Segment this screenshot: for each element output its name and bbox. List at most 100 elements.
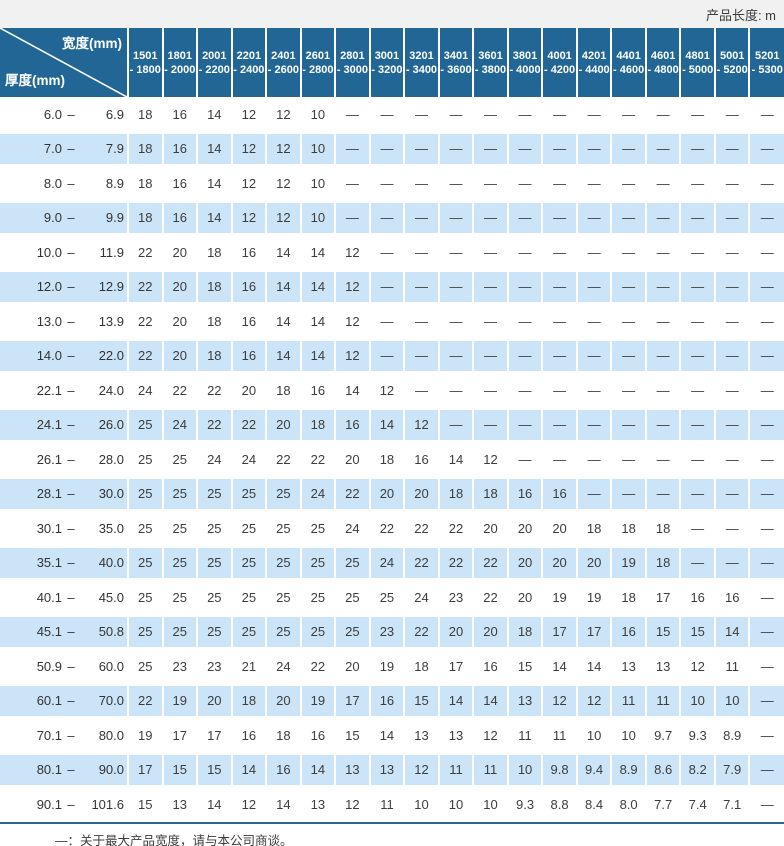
- length-cell: 10: [300, 200, 336, 235]
- length-cell: 10: [714, 683, 750, 718]
- length-cell: 18: [611, 511, 646, 546]
- length-cell: 23: [162, 649, 198, 684]
- thickness-range-label: 80.1–90.0: [0, 752, 128, 787]
- length-cell: 14: [266, 235, 301, 270]
- length-cell: 12: [266, 97, 301, 132]
- length-cell: 21: [231, 649, 267, 684]
- size-table: 宽度(mm) 厚度(mm) 1501- 1800 1801- 2000 2001- …: [0, 28, 784, 822]
- length-cell: 9.8: [542, 752, 577, 787]
- length-cell-dash: —: [611, 97, 646, 132]
- length-cell: 20: [266, 683, 301, 718]
- table-row: 13.0–13.9 22 20 18 16 14 14 12— — — — — — — — — — — —: [0, 304, 784, 339]
- length-cell: 16: [231, 304, 267, 339]
- length-cell-dash: —: [473, 407, 508, 442]
- length-cell-dash: —: [714, 269, 750, 304]
- length-cell: 25: [266, 511, 301, 546]
- thickness-range-label: 22.1–24.0: [0, 373, 128, 408]
- length-cell: 10: [473, 787, 508, 822]
- length-cell-dash: —: [369, 235, 405, 270]
- length-cell: 18: [128, 131, 163, 166]
- length-cell-dash: —: [645, 235, 681, 270]
- length-cell-dash: —: [749, 131, 784, 166]
- length-cell: 20: [369, 476, 405, 511]
- length-cell-dash: —: [335, 166, 370, 201]
- thickness-range-label: 9.0–9.9: [0, 200, 128, 235]
- length-cell-dash: —: [611, 166, 646, 201]
- length-cell: 16: [162, 97, 198, 132]
- length-cell: 20: [335, 649, 370, 684]
- length-cell: 12: [335, 787, 370, 822]
- dash-footnote: —：关于最大产品宽度，请与本公司商谈。: [55, 834, 293, 846]
- length-cell: 11: [611, 683, 646, 718]
- length-cell: 18: [507, 614, 543, 649]
- length-cell: 13: [611, 649, 646, 684]
- length-cell: 20: [231, 373, 267, 408]
- length-cell: 14: [300, 338, 336, 373]
- length-cell: 16: [300, 373, 336, 408]
- length-cell: 8.2: [680, 752, 715, 787]
- thickness-range-label: 24.1–26.0: [0, 407, 128, 442]
- length-cell: 10: [680, 683, 715, 718]
- table-row: 80.1–90.0 17 15 15 14 16 14 13 13 12 11 11 10 9.8 9.4 8…: [0, 752, 784, 787]
- length-cell-dash: —: [473, 269, 508, 304]
- length-cell: 12: [231, 787, 267, 822]
- length-cell: 11: [542, 718, 577, 753]
- table-row: 22.1–24.0 24 22 22 20 18 16 14 12— — — — — — — — — — —: [0, 373, 784, 408]
- length-cell: 25: [266, 476, 301, 511]
- length-cell: 22: [335, 476, 370, 511]
- length-cell: 17: [438, 649, 474, 684]
- length-cell-dash: —: [680, 131, 715, 166]
- length-cell-dash: —: [714, 235, 750, 270]
- length-cell: 11: [473, 752, 508, 787]
- length-cell-dash: —: [404, 97, 439, 132]
- length-cell-dash: —: [645, 476, 681, 511]
- length-cell-dash: —: [611, 131, 646, 166]
- length-cell: 14: [714, 614, 750, 649]
- length-cell-dash: —: [369, 304, 405, 339]
- length-cell-dash: —: [749, 545, 784, 580]
- length-cell: 20: [507, 511, 543, 546]
- thickness-axis-label: 厚度(mm): [5, 73, 65, 88]
- length-cell: 13: [162, 787, 198, 822]
- length-cell-dash: —: [714, 407, 750, 442]
- table-row: 9.0–9.9 18 16 14 12 12 10— — — — — — — — — — — — —: [0, 200, 784, 235]
- length-cell-dash: —: [438, 407, 474, 442]
- thickness-range-label: 70.1–80.0: [0, 718, 128, 753]
- length-cell: 20: [162, 235, 198, 270]
- length-cell-dash: —: [714, 373, 750, 408]
- length-cell-dash: —: [542, 97, 577, 132]
- length-cell: 18: [438, 476, 474, 511]
- length-cell-dash: —: [542, 269, 577, 304]
- length-cell: 19: [542, 580, 577, 615]
- length-cell: 22: [473, 580, 508, 615]
- length-cell-dash: —: [507, 442, 543, 477]
- length-cell: 24: [162, 407, 198, 442]
- length-cell: 20: [162, 269, 198, 304]
- length-cell-dash: —: [611, 338, 646, 373]
- length-cell: 14: [542, 649, 577, 684]
- length-cell: 17: [162, 718, 198, 753]
- length-cell: 25: [197, 580, 232, 615]
- length-cell: 7.9: [714, 752, 750, 787]
- column-header-cell: 3601- 3800: [473, 28, 508, 97]
- column-header-cell: 2801- 3000: [335, 28, 370, 97]
- length-cell: 7.4: [680, 787, 715, 822]
- length-cell: 25: [128, 442, 163, 477]
- length-cell-dash: —: [335, 97, 370, 132]
- length-cell: 25: [128, 511, 163, 546]
- length-cell: 19: [162, 683, 198, 718]
- length-cell-dash: —: [749, 614, 784, 649]
- length-cell: 12: [231, 200, 267, 235]
- length-cell: 25: [335, 580, 370, 615]
- length-cell: 18: [128, 200, 163, 235]
- table-row: 12.0–12.9 22 20 18 16 14 14 12— — — — — — — — — — — —: [0, 269, 784, 304]
- length-cell-dash: —: [542, 235, 577, 270]
- length-cell: 14: [369, 407, 405, 442]
- length-cell: 9.4: [576, 752, 612, 787]
- length-cell-dash: —: [507, 269, 543, 304]
- length-cell-dash: —: [369, 338, 405, 373]
- thickness-range-label: 26.1–28.0: [0, 442, 128, 477]
- length-cell: 18: [128, 166, 163, 201]
- length-cell: 13: [645, 649, 681, 684]
- length-cell: 24: [300, 476, 336, 511]
